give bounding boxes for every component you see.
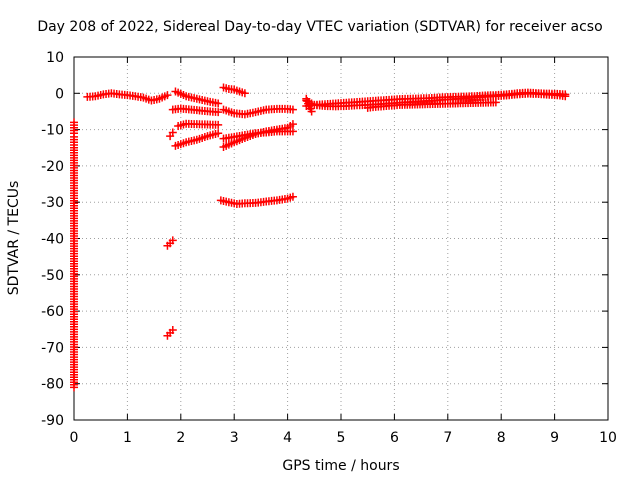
x-tick-label: 3 [230,430,239,446]
data-point [214,99,223,108]
x-tick-label: 10 [599,430,617,446]
y-tick-label: 0 [55,86,64,102]
y-axis-title: SDTVAR / TECUs [6,181,22,296]
data-point [214,120,223,129]
y-tick-label: -80 [41,377,64,393]
data-point [214,129,223,138]
x-tick-label: 8 [497,430,506,446]
data-point [307,107,316,116]
data-series [163,236,177,250]
data-series [166,128,177,141]
x-axis-title: GPS time / hours [282,458,399,474]
grid-lines [74,57,608,420]
y-tick-label: -30 [41,195,64,211]
y-tick-label: -90 [41,413,64,429]
data-series [168,104,223,117]
x-tick-label: 9 [550,430,559,446]
chart-title: Day 208 of 2022, Sidereal Day-to-day VTE… [37,19,603,35]
axis-ticks: 0 1 2 3 4 5 6 7 8 9 10 10 0 -10 -20 -30 -40 -50 -60 -70 -80 -… [41,50,617,446]
y-tick-label: -60 [41,304,64,320]
data-series [219,120,297,152]
data-series [171,87,223,108]
data-series [363,98,500,112]
y-tick-label: -40 [41,232,64,248]
data-point [288,192,297,201]
data-series [174,119,223,130]
data-point [163,91,172,100]
data-point [214,108,223,117]
y-tick-label: -10 [41,123,64,139]
data-point [70,383,78,392]
x-tick-label: 0 [70,430,79,446]
x-tick-label: 7 [443,430,452,446]
data-series [83,89,172,105]
data-series [219,104,297,119]
data-points [70,83,570,392]
y-tick-label: -70 [41,340,64,356]
y-tick-label: -50 [41,268,64,284]
data-point [288,105,297,114]
x-tick-label: 5 [337,430,346,446]
data-series [219,83,249,98]
data-series [70,118,78,392]
data-point [288,120,297,129]
data-point [561,92,570,101]
x-tick-label: 1 [123,430,132,446]
data-point [168,236,177,245]
x-tick-label: 6 [390,430,399,446]
x-tick-label: 4 [283,430,292,446]
data-point [168,128,177,137]
data-series [163,325,177,340]
y-tick-label: 10 [46,50,64,66]
y-tick-label: -20 [41,159,64,175]
x-tick-label: 2 [176,430,185,446]
data-point [288,127,297,136]
data-series [216,192,297,209]
data-series [302,94,316,116]
data-point [491,98,500,107]
data-point [240,89,249,98]
data-series [171,129,223,150]
data-point [168,325,177,334]
